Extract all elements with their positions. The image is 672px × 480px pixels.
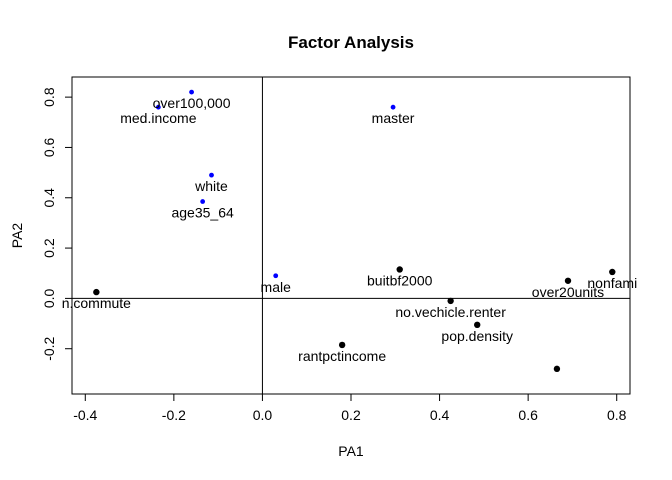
point-label: over100,000 <box>153 95 231 111</box>
y-tick-label: 0.6 <box>41 138 57 158</box>
point-label: white <box>194 178 228 194</box>
point-label: pop.density <box>441 328 513 344</box>
y-tick-label: -0.2 <box>41 336 57 360</box>
point-label: med.income <box>120 110 196 126</box>
point-label: buitbf2000 <box>367 272 433 288</box>
x-tick-label: -0.2 <box>162 407 186 423</box>
y-axis: -0.2 0.0 0.2 0.4 0.6 0.8 <box>41 87 73 361</box>
point-label: male <box>261 279 292 295</box>
y-tick-label: 0.0 <box>41 288 57 308</box>
point-label: rantpctincome <box>298 348 386 364</box>
y-tick-label: 0.4 <box>41 188 57 208</box>
point-label: nonfami <box>587 275 637 291</box>
point-label: over20units <box>532 284 604 300</box>
data-point <box>447 297 454 305</box>
data-point <box>209 172 214 178</box>
x-tick-label: -0.4 <box>73 407 97 423</box>
point-label: no.vechicle.renter <box>395 304 506 320</box>
x-tick-label: 0.6 <box>518 407 538 423</box>
y-axis-label: PA2 <box>9 223 25 249</box>
data-point <box>396 266 403 273</box>
point-label: master <box>372 110 415 126</box>
data-point <box>189 89 194 95</box>
x-tick-label: 0.4 <box>430 407 450 423</box>
data-point <box>609 268 616 276</box>
y-tick-label: 0.8 <box>41 87 57 107</box>
data-point <box>553 365 561 373</box>
point-label: age35_64 <box>171 205 234 221</box>
data-point <box>474 321 481 329</box>
x-tick-label: 0.0 <box>253 407 273 423</box>
x-axis: -0.4 -0.2 0.0 0.2 0.4 0.6 0.8 <box>73 393 627 423</box>
chart-title: Factor Analysis <box>288 33 414 52</box>
data-point <box>338 341 346 349</box>
data-point <box>390 104 396 110</box>
x-tick-label: 0.2 <box>341 407 361 423</box>
data-point <box>200 199 206 204</box>
x-tick-label: 0.8 <box>607 407 627 423</box>
data-point <box>93 288 100 296</box>
data-points <box>93 89 616 373</box>
data-point <box>564 277 572 284</box>
y-tick-label: 0.2 <box>41 238 57 258</box>
point-label: n.commute <box>62 295 131 311</box>
x-axis-label: PA1 <box>338 443 364 459</box>
data-point <box>155 104 161 110</box>
data-point <box>273 273 279 279</box>
